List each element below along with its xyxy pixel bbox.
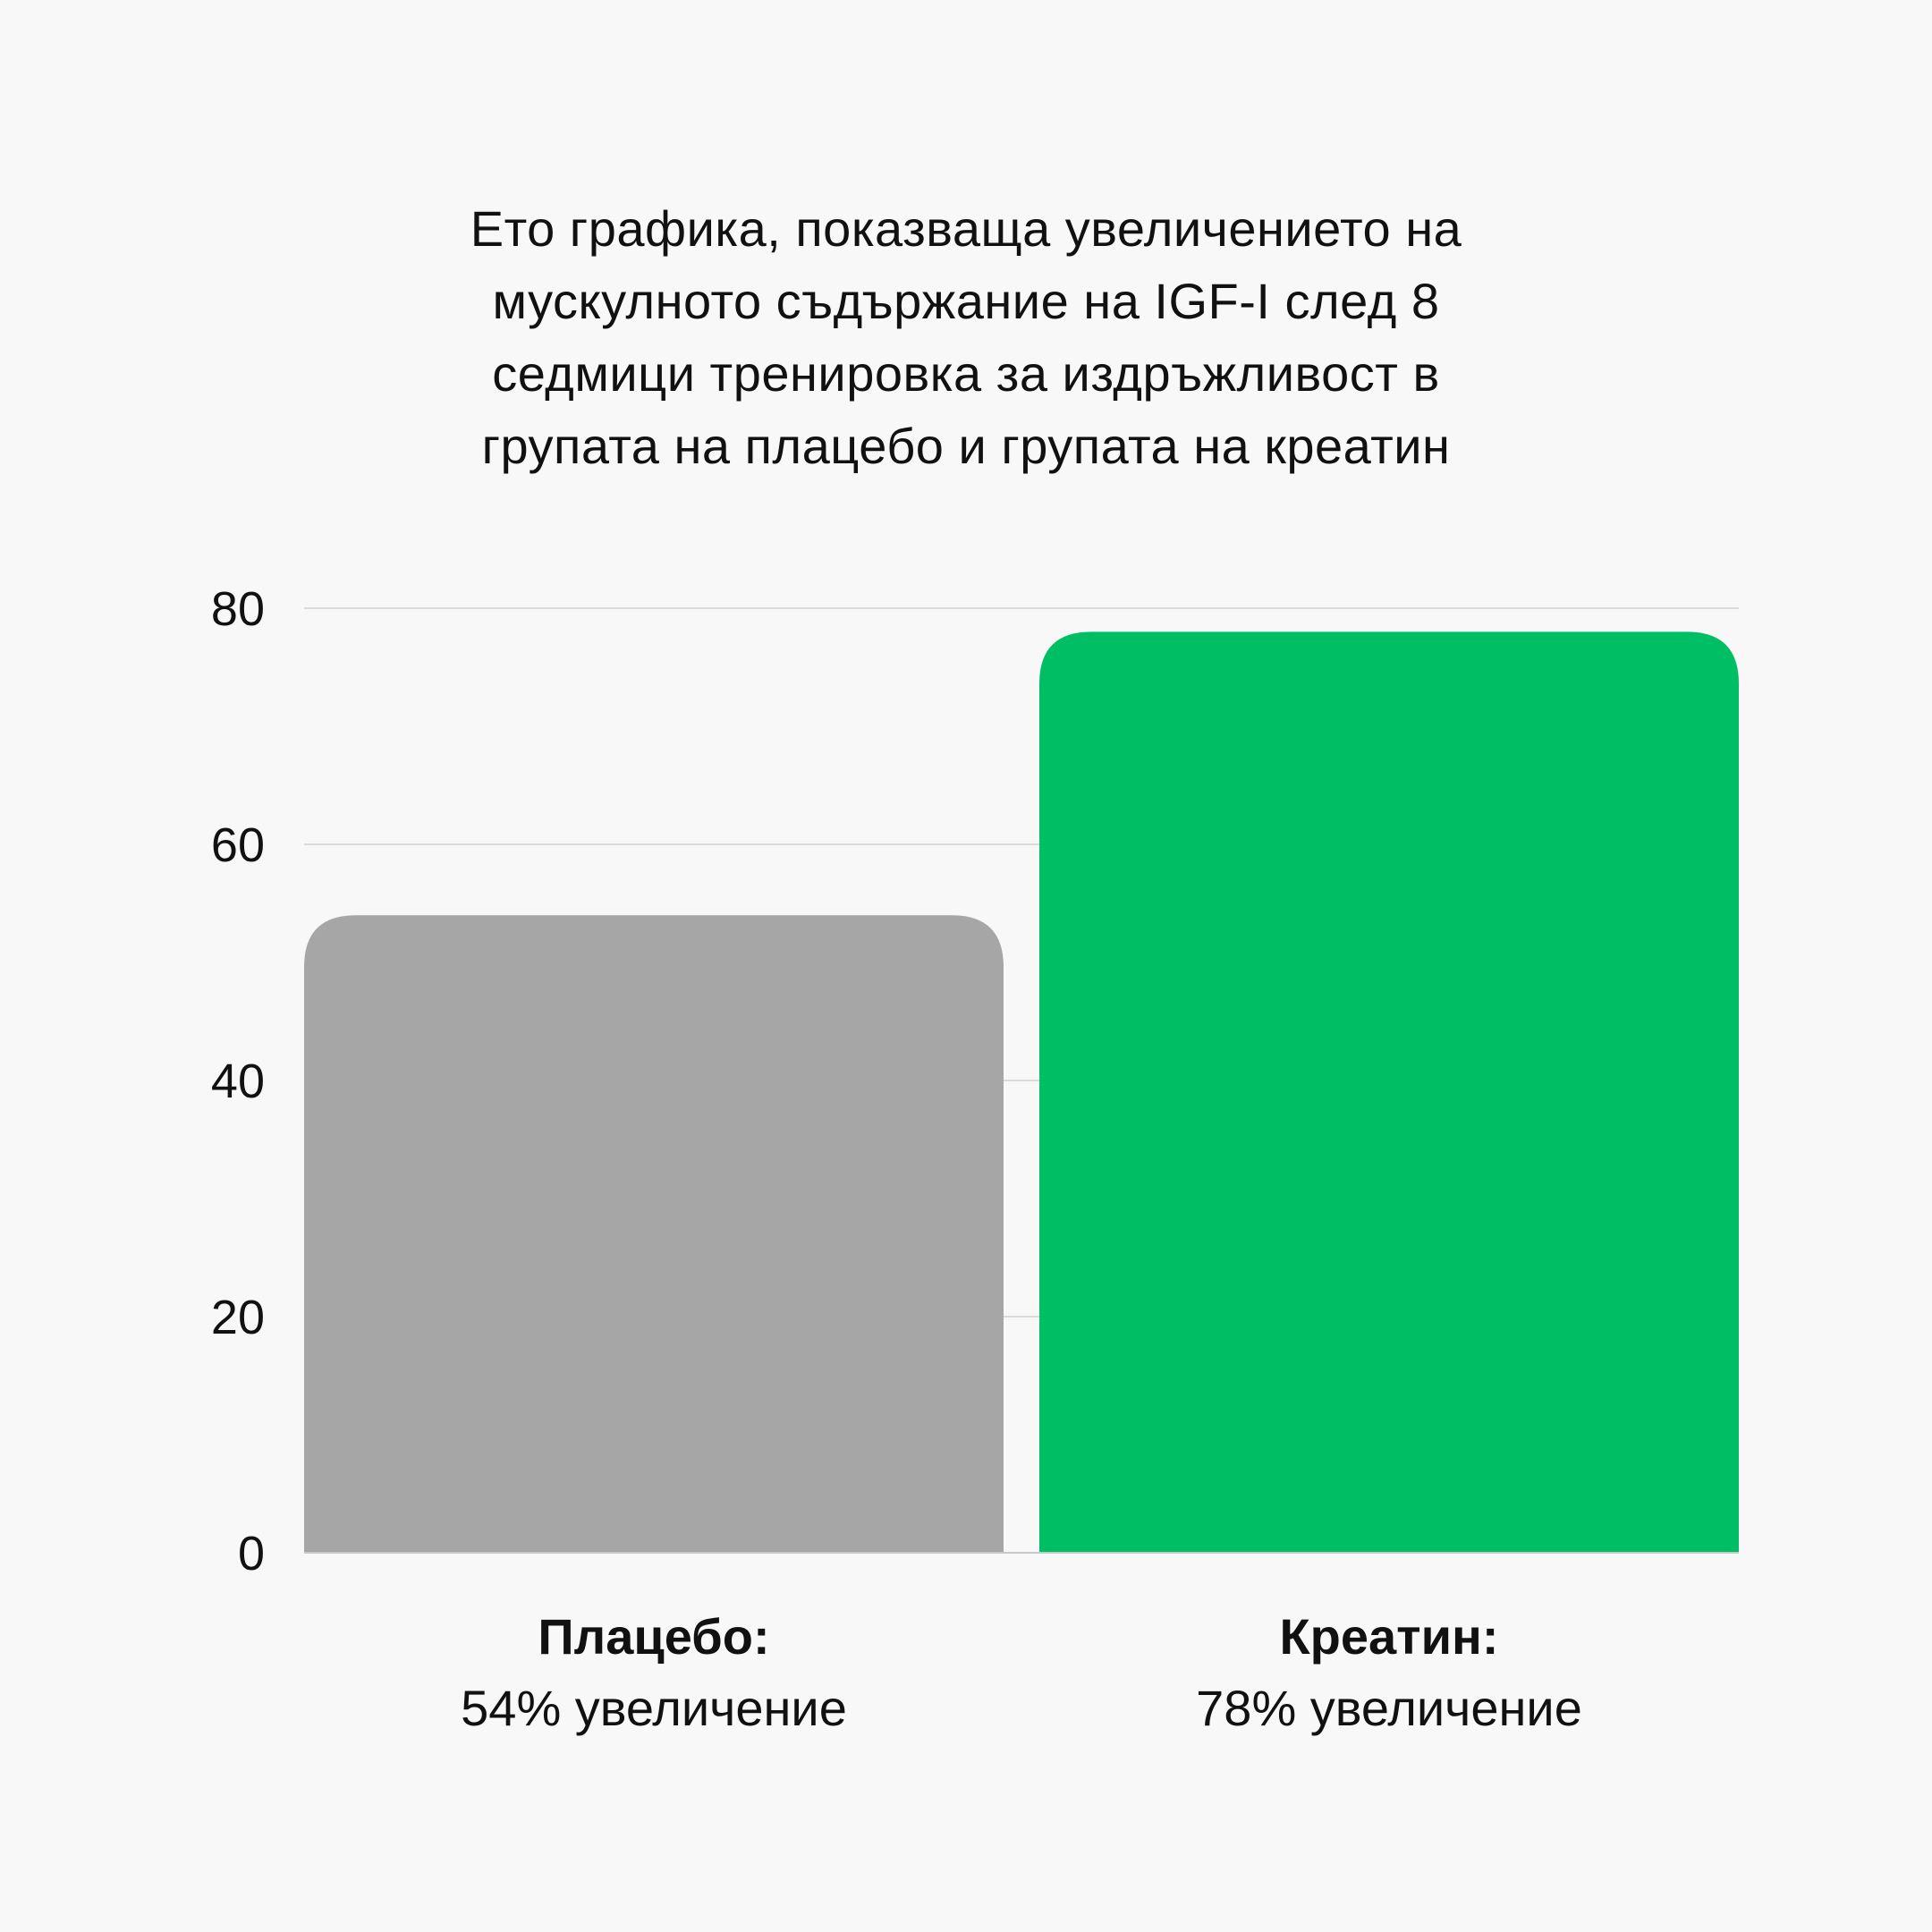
category-label-placebo: Плацебо: 54% увеличение	[304, 1601, 1004, 1744]
bar-placebo	[304, 915, 1004, 1553]
y-axis-ticks: 0 20 40 60 80	[211, 582, 265, 1580]
category-label-creatine: Креатин: 78% увеличение	[1039, 1601, 1739, 1744]
chart-title-line-3: седмици тренировка за издръжливост в	[492, 345, 1440, 402]
chart-title-line-2: мускулното съдържание на IGF-I след 8	[492, 273, 1440, 329]
y-tick-label-20: 20	[211, 1291, 265, 1344]
bars	[304, 631, 1739, 1553]
y-tick-label-60: 60	[211, 818, 265, 872]
category-value-placebo: 54% увеличение	[461, 1680, 847, 1736]
y-tick-label-40: 40	[211, 1055, 265, 1108]
category-name-placebo: Плацебо:	[538, 1608, 770, 1665]
category-name-creatine: Креатин:	[1279, 1608, 1499, 1665]
category-value-creatine: 78% увеличение	[1196, 1680, 1582, 1736]
chart-title-line-1: Ето графика, показваща увеличението на	[470, 200, 1462, 257]
chart-title: Ето графика, показваща увеличението на м…	[340, 192, 1592, 482]
bar-creatine	[1039, 631, 1739, 1553]
chart-title-line-4: групата на плацебо и групата на креатин	[481, 418, 1451, 474]
y-tick-label-0: 0	[238, 1527, 265, 1580]
y-tick-label-80: 80	[211, 582, 265, 636]
